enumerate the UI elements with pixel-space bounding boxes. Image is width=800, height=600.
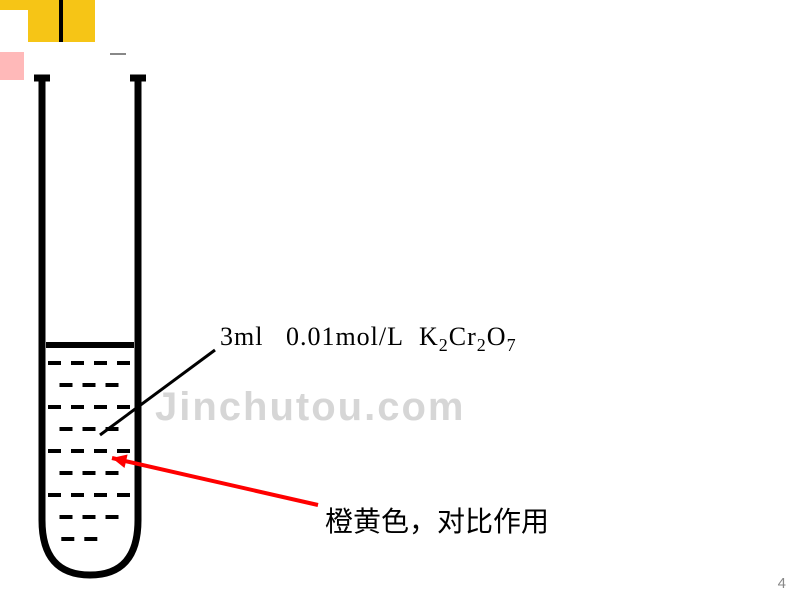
compound-sub1: 2 bbox=[439, 335, 449, 355]
orange-divider bbox=[59, 0, 63, 42]
formula-label: 3ml 0.01mol/L K2Cr2O7 bbox=[220, 322, 517, 356]
watermark: Jinchutou.com bbox=[155, 385, 465, 430]
bottom-label: 橙黄色，对比作用 bbox=[325, 500, 549, 540]
top-bar bbox=[0, 0, 95, 10]
volume-text: 3ml bbox=[220, 322, 263, 351]
compound-o: O bbox=[487, 322, 507, 351]
compound-sub2: 2 bbox=[477, 335, 487, 355]
compound-cr: Cr bbox=[449, 322, 477, 351]
concentration-text: 0.01mol/L bbox=[286, 322, 404, 351]
pink-tab bbox=[0, 52, 24, 80]
compound-k: K bbox=[419, 322, 439, 351]
compound-sub3: 7 bbox=[507, 335, 517, 355]
page-number: 4 bbox=[778, 575, 786, 592]
dash-mark bbox=[110, 53, 126, 55]
test-tube-diagram bbox=[30, 70, 160, 590]
